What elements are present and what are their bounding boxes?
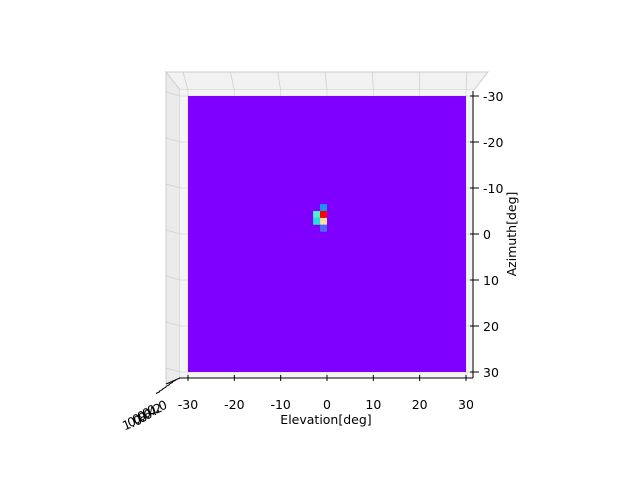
heatmap-cell (313, 211, 321, 218)
heatmap-cell (320, 224, 327, 232)
x-tick-label: 30 (458, 397, 474, 412)
y-tick-label: -20 (483, 135, 503, 150)
z-tick-mark (168, 381, 174, 385)
z-tick-mark (165, 384, 170, 388)
y-axis-label: Azimuth[deg] (504, 192, 519, 277)
x-tick-label: -20 (224, 397, 244, 412)
z-tick-mark (158, 388, 164, 392)
z-tick-label: 1.0 (120, 412, 144, 433)
y-tick-label: -30 (483, 89, 503, 104)
z-tick-label: 0.0 (145, 397, 169, 418)
x-tick-label: 0 (323, 397, 331, 412)
gridline-x-top (371, 71, 374, 91)
y-tick-label: 0 (483, 227, 491, 242)
gridline-y-left (165, 367, 181, 373)
z-tick-label: 0.2 (140, 400, 164, 421)
x-tick-label: -30 (178, 397, 198, 412)
heatmap-cell (320, 204, 327, 211)
pane-left (165, 70, 181, 385)
gridline-x-top (324, 71, 328, 91)
x-tick-label: -10 (270, 397, 290, 412)
y-tick-label: -10 (483, 181, 503, 196)
z-tick-label: 0.6 (130, 406, 154, 427)
z-tick-label: 0.4 (135, 403, 159, 424)
gridline-x-top (277, 71, 282, 91)
gridline-y-left (165, 91, 181, 97)
gridline-y-left (165, 137, 181, 143)
x-tick-label: 20 (412, 397, 428, 412)
z-tick-mark (155, 391, 161, 394)
z-tick-mark (171, 379, 177, 383)
z-tick-mark (162, 386, 167, 390)
y-tick-label: 10 (483, 273, 499, 288)
heatmap-cell (313, 217, 321, 225)
heatmap-plot-area (188, 96, 466, 372)
gridline-y-left (165, 183, 181, 189)
x-tick-label: 10 (365, 397, 381, 412)
heatmap-cell (320, 217, 327, 225)
tick-labels: -30 -20 -10 0 10 20 30 -30 -20 -10 0 10 20 30 0.00.20.… (120, 89, 503, 433)
y-tick-label: 30 (483, 365, 499, 380)
z-tick-label: 0.8 (125, 409, 149, 430)
gridline-x-top (229, 71, 235, 91)
gridline-x-top (182, 71, 189, 91)
y-tick-label: 20 (483, 319, 499, 334)
x-axis-label: Elevation[deg] (280, 412, 371, 427)
gridline-y-left (165, 229, 181, 235)
gridline-y-left (165, 321, 181, 327)
gridline-y-left (165, 275, 181, 281)
gridline-x-top (465, 71, 468, 91)
heatmap-background (188, 96, 466, 372)
heatmap-cell (320, 211, 327, 218)
